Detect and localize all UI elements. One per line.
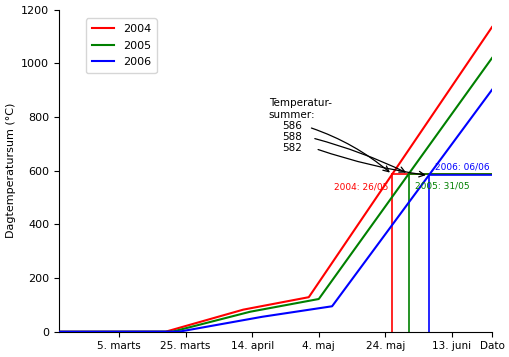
Text: Temperatur-
summer:: Temperatur- summer:: [268, 98, 331, 120]
2006: [56, 330, 62, 334]
2005: [353, 245, 359, 249]
2006: [401, 206, 407, 211]
2004: [401, 154, 407, 158]
2006: [393, 217, 399, 221]
2006: [488, 87, 494, 92]
Line: 2005: 2005: [59, 58, 491, 332]
2004: [231, 310, 237, 314]
2005: [56, 330, 62, 334]
2004: [353, 225, 359, 229]
2004: [100, 330, 106, 334]
Text: 2005: 31/05: 2005: 31/05: [414, 182, 469, 191]
2006: [100, 330, 106, 334]
2005: [393, 188, 399, 193]
2006: [231, 320, 237, 324]
2004: [56, 330, 62, 334]
Text: 588: 588: [281, 132, 301, 142]
2005: [231, 314, 237, 318]
2005: [488, 56, 494, 60]
Text: 2004: 26/05: 2004: 26/05: [334, 182, 388, 191]
2005: [100, 330, 106, 334]
Y-axis label: Dagtemperatursum (°C): Dagtemperatursum (°C): [6, 103, 16, 238]
2004: [488, 25, 494, 29]
2006: [246, 317, 252, 321]
Text: 2006: 06/06: 2006: 06/06: [435, 162, 489, 171]
Text: 582: 582: [281, 142, 301, 152]
2004: [393, 166, 399, 170]
2005: [401, 178, 407, 182]
Line: 2004: 2004: [59, 27, 491, 332]
2005: [246, 310, 252, 314]
Line: 2006: 2006: [59, 90, 491, 332]
Text: 586: 586: [281, 121, 301, 131]
2004: [246, 306, 252, 311]
Legend: 2004, 2005, 2006: 2004, 2005, 2006: [86, 18, 156, 73]
2006: [353, 271, 359, 276]
